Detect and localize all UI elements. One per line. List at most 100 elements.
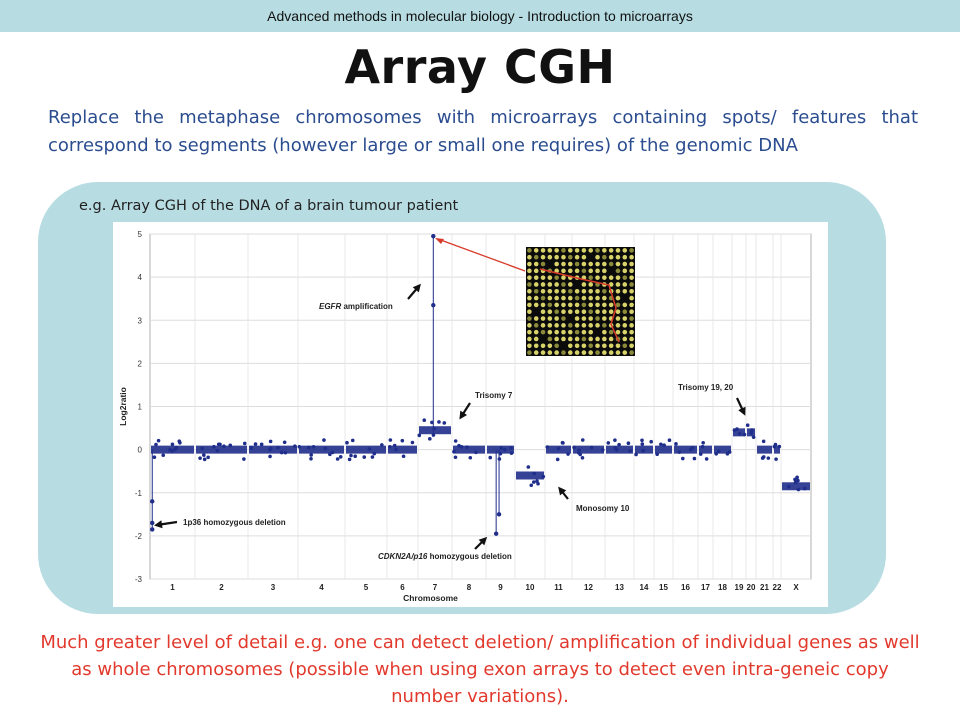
x-tick-label: 13 [615, 583, 624, 592]
microarray-spot [561, 282, 566, 287]
microarray-spot [540, 275, 546, 280]
y-axis-label: Log2ratio [118, 387, 128, 426]
microarray-spot [615, 309, 621, 315]
microarray-spot [533, 336, 539, 342]
data-point [276, 445, 280, 450]
annotation-arrowhead [459, 410, 468, 420]
data-point [692, 456, 697, 461]
data-point [202, 457, 207, 462]
microarray-spot [540, 350, 546, 355]
data-point [392, 443, 397, 448]
x-axis-label: Chromosome [403, 593, 458, 603]
microarray-spot [527, 254, 532, 260]
data-point [793, 477, 797, 482]
microarray-spot [554, 329, 559, 335]
data-point [641, 448, 646, 453]
data-point [751, 435, 756, 440]
microarray-spot [574, 323, 580, 328]
microarray-spot [615, 254, 621, 260]
data-point [474, 450, 478, 455]
microarray-spot [622, 309, 628, 315]
microarray-spot [608, 261, 614, 267]
microarray-spot [527, 288, 532, 294]
data-point [578, 452, 583, 457]
microarray-spot [574, 288, 580, 294]
microarray-spot [602, 261, 607, 267]
microarray-spot [602, 248, 607, 253]
microarray-spot [540, 323, 546, 328]
annotation-arrowhead [738, 406, 746, 416]
microarray-spot [615, 323, 621, 328]
data-point [725, 451, 730, 456]
data-point [545, 445, 550, 449]
data-point [428, 437, 432, 441]
microarray-spot [540, 295, 546, 301]
microarray-spot [622, 316, 628, 321]
data-point [774, 457, 778, 461]
annotation-label: Trisomy 7 [475, 391, 513, 400]
data-point [282, 440, 287, 445]
microarray-spot [608, 336, 614, 342]
microarray-spot [581, 295, 587, 301]
x-tick-label: X [793, 583, 799, 592]
microarray-spot [561, 329, 566, 335]
microarray-spot [547, 336, 553, 342]
microarray-spot [581, 254, 587, 260]
data-point [242, 457, 246, 461]
segment-band-4 [299, 445, 344, 454]
microarray-spot [574, 350, 580, 355]
data-point [394, 447, 398, 452]
microarray-spot [540, 329, 546, 335]
microarray-spot [561, 316, 566, 321]
microarray-spot [622, 254, 628, 260]
data-point [465, 445, 469, 449]
microarray-spot [595, 275, 600, 280]
microarray-spot [608, 275, 614, 280]
data-point [367, 447, 372, 451]
x-tick-label: 7 [433, 583, 438, 592]
segment-band-22 [774, 445, 780, 454]
x-tick-label: 3 [271, 583, 276, 592]
microarray-spot [567, 309, 573, 315]
microarray-spot [622, 275, 628, 280]
microarray-spot [595, 248, 600, 253]
x-tick-label: 20 [747, 583, 756, 592]
intro-text: Replace the metaphase chromosomes with m… [48, 107, 918, 156]
data-point [659, 442, 663, 447]
data-point [154, 442, 158, 447]
microarray-spot [540, 316, 546, 321]
microarray-spot [547, 302, 553, 308]
microarray-spot [554, 261, 559, 267]
data-point [704, 457, 709, 461]
data-point [200, 446, 204, 451]
microarray-spot [527, 282, 532, 287]
microarray-spot [540, 343, 546, 349]
segment-band-5 [346, 445, 386, 454]
data-point [152, 455, 157, 460]
microarray-spot [540, 261, 546, 267]
microarray-spot [540, 248, 546, 253]
microarray-spot [581, 309, 587, 315]
microarray-spot [533, 350, 539, 355]
microarray-spot [602, 329, 607, 335]
data-point [615, 448, 619, 452]
outlier-point [150, 520, 155, 526]
data-point [259, 442, 264, 447]
data-point [732, 428, 737, 432]
microarray-spot [533, 288, 539, 294]
microarray-spot [602, 268, 607, 274]
microarray-spot [567, 254, 573, 260]
data-point [626, 441, 631, 445]
microarray-spot [567, 268, 573, 274]
data-point [509, 451, 514, 455]
y-tick-label: 0 [138, 446, 143, 455]
segment-band-6 [388, 445, 417, 454]
microarray-spot [533, 316, 539, 321]
microarray-spot [540, 282, 546, 287]
microarray-spot [595, 268, 600, 274]
x-tick-label: 8 [467, 583, 472, 592]
data-point [674, 442, 678, 446]
microarray-spot [615, 316, 621, 321]
outlier-point [431, 233, 436, 239]
data-point [249, 446, 254, 450]
